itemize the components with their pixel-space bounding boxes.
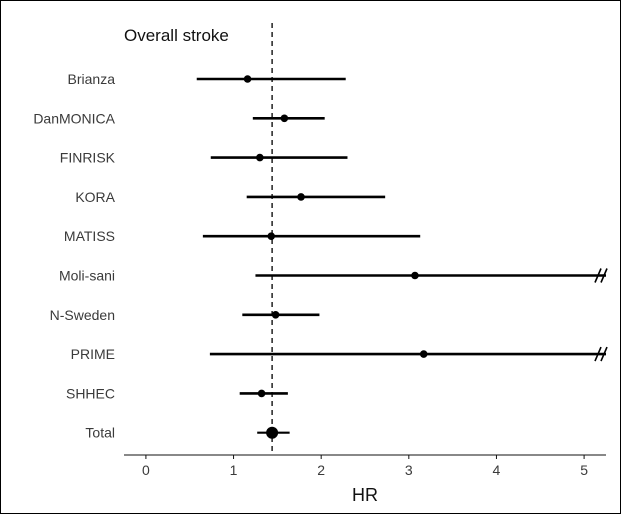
- x-tick-label: 3: [405, 462, 413, 478]
- row-label: DanMONICA: [33, 110, 115, 126]
- row-total: Total: [85, 425, 290, 441]
- point-estimate: [267, 232, 276, 240]
- row-label: Moli-sani: [59, 268, 115, 284]
- break-mark: [594, 346, 602, 362]
- x-axis: 0 1 2 3 4 5: [124, 454, 606, 478]
- point-estimate: [419, 350, 428, 358]
- point-estimate: [271, 311, 280, 319]
- row-shhec: SHHEC: [66, 385, 288, 401]
- row-label: FINRISK: [60, 150, 116, 166]
- point-estimate: [297, 193, 305, 201]
- point-estimate: [243, 75, 252, 83]
- row-label: PRIME: [71, 346, 115, 362]
- break-mark: [594, 268, 602, 283]
- x-tick-label: 0: [142, 462, 150, 478]
- x-tick-label: 4: [493, 462, 501, 478]
- break-mark: [600, 268, 608, 283]
- row-kora: KORA: [75, 189, 386, 205]
- rows-group: Brianza DanMONICA FINRISK KORA MATISS Moli-sa…: [33, 23, 608, 455]
- row-moli-sani: Moli-sani: [59, 268, 608, 284]
- row-label: MATISS: [64, 228, 115, 244]
- point-estimate: [266, 426, 279, 439]
- row-label: SHHEC: [66, 385, 115, 401]
- row-n-sweden: N-Sweden: [50, 307, 320, 323]
- x-tick-label: 1: [230, 462, 238, 478]
- point-estimate: [411, 271, 419, 280]
- x-axis-label: HR: [352, 485, 378, 505]
- row-label: Brianza: [68, 71, 116, 87]
- row-danmonica: DanMONICA: [33, 110, 325, 126]
- point-estimate: [256, 153, 264, 162]
- break-mark: [600, 346, 608, 362]
- row-label: N-Sweden: [50, 307, 115, 323]
- row-finrisk: FINRISK: [60, 150, 348, 166]
- x-tick-label: 5: [580, 462, 588, 478]
- row-matiss: MATISS: [64, 228, 421, 244]
- row-brianza: Brianza: [68, 71, 346, 87]
- chart-title: Overall stroke: [124, 26, 229, 45]
- row-label: KORA: [75, 189, 115, 205]
- point-estimate: [257, 389, 266, 398]
- row-label: Total: [85, 425, 115, 441]
- point-estimate: [280, 114, 289, 123]
- row-prime: PRIME: [71, 346, 608, 362]
- x-tick-label: 2: [317, 462, 325, 478]
